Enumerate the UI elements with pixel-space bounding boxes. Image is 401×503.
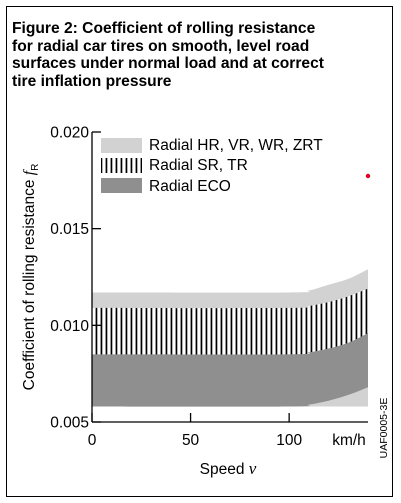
x-axis-label-symbol: v	[249, 459, 257, 478]
x-tick-label: 0	[88, 432, 97, 449]
band-layer	[92, 269, 368, 407]
y-axis-label: Coefficient of rolling resistance fR	[21, 164, 41, 391]
x-tick-label: 100	[276, 432, 302, 449]
legend-label-radial-sr: Radial SR, TR	[149, 157, 248, 174]
figure-title: Figure 2: Coefficient of rolling resista…	[12, 20, 392, 90]
title-line-4: tire inflation pressure	[12, 72, 172, 90]
figure-frame	[6, 6, 393, 497]
x-axis-unit: km/h	[332, 432, 366, 449]
y-axis-label-text: Coefficient of rolling resistance	[21, 175, 38, 390]
legend-label-radial-hr: Radial HR, VR, WR, ZRT	[149, 137, 323, 154]
y-axis-label-symbol: f	[21, 168, 38, 175]
y-tick-label: 0.010	[50, 318, 89, 335]
legend-swatch-radial-eco	[101, 178, 142, 193]
band-radial-eco	[92, 333, 368, 407]
legend: Radial HR, VR, WR, ZRT Radial SR, TR Rad…	[101, 137, 323, 195]
red-marker-dot	[365, 173, 371, 179]
legend-swatch-radial-hr	[101, 138, 142, 153]
title-line-2: for radial car tires on smooth, level ro…	[12, 37, 310, 55]
y-tick-label: 0.020	[50, 125, 89, 142]
x-axis-label: Speed v	[200, 459, 257, 478]
title-line-3: surfaces under normal load and at correc…	[12, 55, 324, 72]
legend-swatch-radial-sr	[101, 158, 142, 173]
legend-label-radial-eco: Radial ECO	[149, 178, 231, 195]
tick-layer: 0.005 0.010 0.015 0.020 0 50 100	[50, 125, 302, 450]
figure-code: UAF0005-3E	[378, 398, 390, 459]
x-axis-label-text: Speed	[200, 461, 249, 478]
title-line-1: Figure 2: Coefficient of rolling resista…	[12, 20, 316, 37]
y-tick-label: 0.005	[50, 415, 89, 432]
y-tick-label: 0.015	[50, 221, 89, 238]
x-tick-label: 50	[182, 432, 200, 449]
y-axis-label-subscript: R	[30, 164, 41, 171]
